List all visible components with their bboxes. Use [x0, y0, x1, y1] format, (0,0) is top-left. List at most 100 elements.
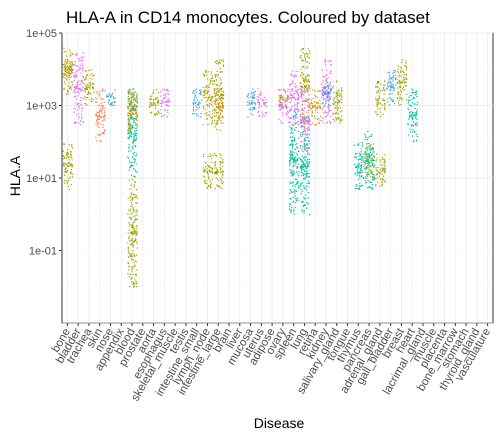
- data-point: [399, 70, 402, 72]
- data-point: [204, 169, 206, 171]
- data-point: [78, 91, 80, 93]
- series-points: [62, 59, 322, 132]
- data-point: [217, 102, 219, 104]
- data-point: [307, 53, 309, 55]
- data-point: [359, 158, 361, 161]
- data-point: [154, 98, 157, 100]
- data-point: [298, 150, 300, 152]
- data-point: [221, 71, 223, 73]
- data-point: [216, 171, 218, 173]
- data-point: [313, 106, 315, 108]
- data-point: [149, 103, 151, 106]
- data-point: [301, 155, 303, 157]
- data-point: [356, 188, 358, 190]
- data-point: [294, 195, 296, 197]
- grid-lines: [62, 32, 493, 324]
- data-point: [128, 238, 130, 240]
- data-point: [378, 98, 380, 100]
- data-point: [131, 118, 133, 120]
- data-point: [127, 107, 129, 110]
- data-point: [131, 99, 133, 101]
- y-tick-label: 1e+01: [26, 173, 57, 185]
- data-point: [128, 229, 130, 231]
- data-point: [131, 146, 134, 148]
- data-point: [75, 84, 77, 86]
- data-point: [367, 156, 369, 159]
- data-point: [68, 66, 70, 69]
- data-point: [247, 94, 249, 96]
- data-point: [132, 209, 134, 212]
- data-point: [289, 203, 291, 205]
- data-point: [133, 105, 135, 107]
- data-point: [67, 91, 69, 93]
- data-point: [384, 160, 386, 162]
- data-point: [223, 98, 225, 100]
- data-point: [290, 158, 292, 160]
- data-point: [289, 144, 291, 146]
- data-point: [258, 107, 260, 109]
- data-point: [282, 108, 284, 110]
- data-point: [383, 163, 385, 165]
- data-point: [341, 96, 343, 98]
- data-point: [304, 53, 306, 55]
- data-point: [366, 157, 368, 159]
- data-point: [136, 230, 138, 232]
- data-point: [98, 95, 100, 97]
- data-point: [413, 114, 415, 116]
- data-point: [305, 144, 307, 146]
- data-point: [294, 98, 296, 100]
- data-point: [379, 111, 382, 113]
- data-point: [399, 93, 402, 96]
- data-point: [367, 148, 369, 150]
- data-point: [220, 103, 223, 105]
- data-point: [216, 62, 218, 65]
- data-point: [209, 171, 211, 173]
- data-point: [212, 75, 214, 77]
- data-point: [300, 125, 302, 127]
- data-point: [209, 166, 212, 169]
- data-point: [325, 74, 327, 76]
- data-point: [168, 93, 170, 96]
- data-point: [135, 135, 137, 137]
- data-point: [291, 130, 293, 132]
- data-point: [306, 189, 308, 191]
- data-point: [336, 109, 339, 112]
- data-point: [95, 114, 97, 116]
- data-point: [75, 74, 77, 76]
- data-point: [286, 110, 289, 112]
- data-point: [305, 97, 307, 99]
- data-point: [289, 189, 291, 191]
- data-point: [127, 100, 129, 102]
- data-point: [67, 153, 69, 155]
- data-point: [135, 137, 137, 139]
- data-point: [306, 88, 308, 91]
- data-point: [76, 88, 78, 90]
- data-point: [412, 117, 414, 119]
- data-point: [366, 177, 368, 179]
- data-point: [65, 51, 67, 53]
- data-point: [166, 90, 169, 92]
- data-point: [132, 240, 134, 242]
- data-point: [409, 115, 411, 118]
- data-point: [296, 154, 299, 156]
- data-point: [136, 225, 138, 227]
- data-point: [195, 91, 197, 93]
- data-point: [369, 172, 372, 174]
- data-point: [128, 116, 130, 118]
- data-point: [69, 66, 71, 68]
- data-point: [211, 96, 214, 98]
- data-point: [93, 83, 95, 85]
- data-point: [302, 162, 304, 164]
- data-point: [151, 104, 154, 107]
- data-point: [129, 188, 131, 190]
- data-point: [104, 116, 106, 119]
- data-point: [404, 77, 406, 79]
- data-point: [356, 164, 358, 166]
- data-point: [85, 75, 87, 78]
- data-point: [293, 159, 295, 162]
- data-point: [134, 265, 136, 267]
- data-point: [414, 114, 416, 117]
- data-point: [136, 104, 138, 107]
- data-point: [149, 98, 151, 100]
- data-point: [295, 116, 297, 118]
